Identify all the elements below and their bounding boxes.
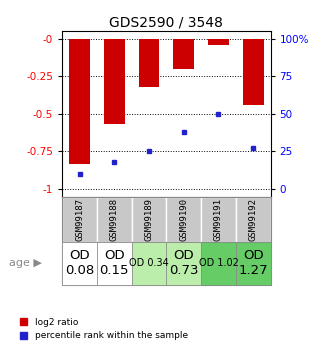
Bar <box>97 241 132 285</box>
Bar <box>166 197 201 241</box>
Bar <box>166 241 201 285</box>
Text: GSM99188: GSM99188 <box>110 198 119 240</box>
Text: OD 0.34: OD 0.34 <box>129 258 169 268</box>
Bar <box>69 39 90 164</box>
Text: OD
0.08: OD 0.08 <box>65 249 94 277</box>
Text: GSM99191: GSM99191 <box>214 198 223 240</box>
Bar <box>132 197 166 241</box>
Bar <box>132 241 166 285</box>
Text: GSM99189: GSM99189 <box>145 198 154 240</box>
Bar <box>201 197 236 241</box>
Bar <box>62 197 97 241</box>
Bar <box>62 241 97 285</box>
Bar <box>201 241 236 285</box>
Legend: log2 ratio, percentile rank within the sample: log2 ratio, percentile rank within the s… <box>20 318 188 341</box>
Text: age ▶: age ▶ <box>9 258 42 268</box>
Bar <box>243 39 264 105</box>
Bar <box>104 39 125 125</box>
Text: GSM99192: GSM99192 <box>249 198 258 240</box>
Bar <box>236 241 271 285</box>
Title: GDS2590 / 3548: GDS2590 / 3548 <box>109 16 223 30</box>
Text: OD
0.73: OD 0.73 <box>169 249 198 277</box>
Bar <box>173 39 194 69</box>
Bar <box>139 39 160 87</box>
Text: GSM99187: GSM99187 <box>75 198 84 240</box>
Text: OD
0.15: OD 0.15 <box>100 249 129 277</box>
Text: GSM99190: GSM99190 <box>179 198 188 240</box>
Bar <box>208 39 229 45</box>
Text: OD 1.02: OD 1.02 <box>198 258 239 268</box>
Bar <box>97 197 132 241</box>
Bar <box>236 197 271 241</box>
Text: OD
1.27: OD 1.27 <box>239 249 268 277</box>
